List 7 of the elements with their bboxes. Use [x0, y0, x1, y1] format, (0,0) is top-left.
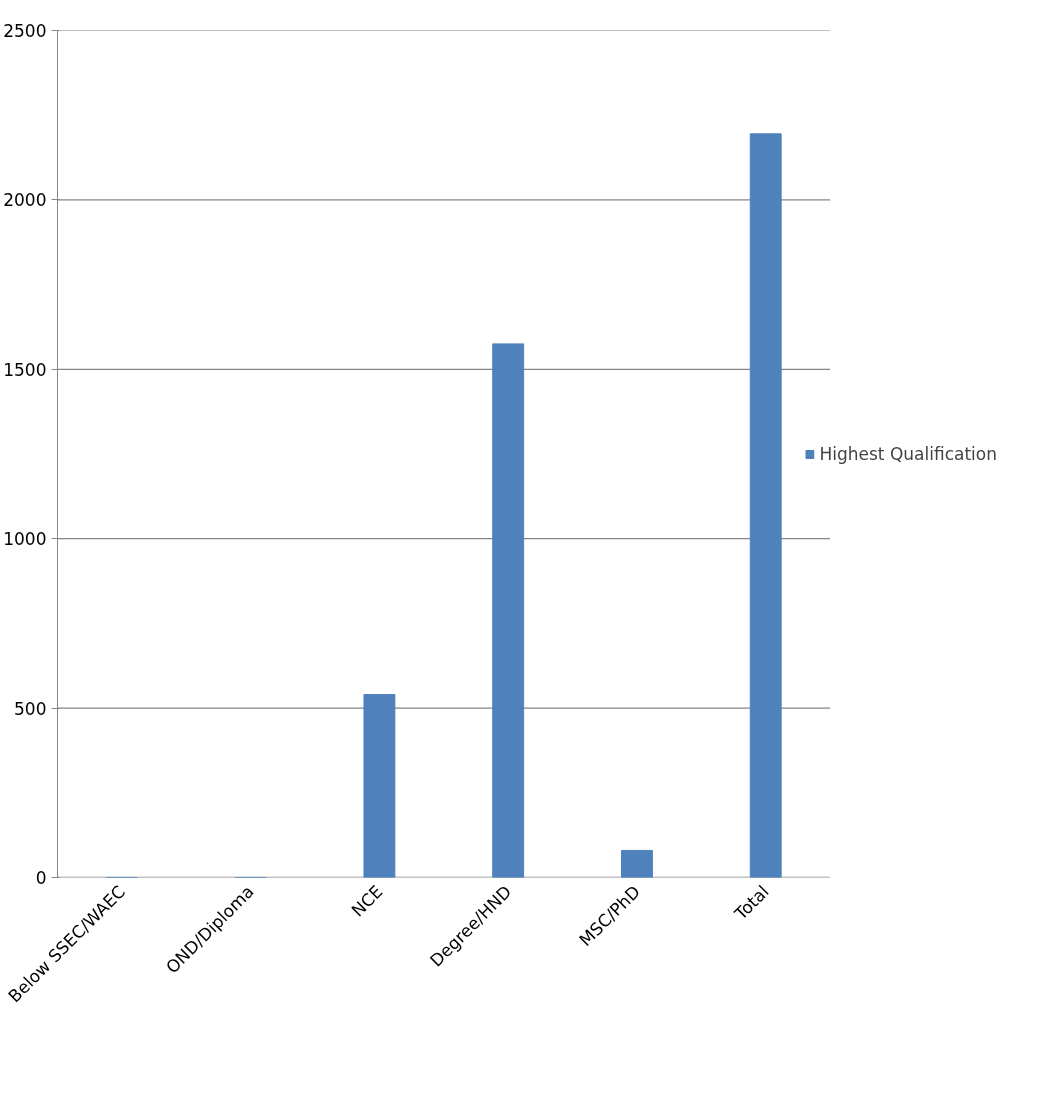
y-tick-label: 500	[14, 698, 47, 719]
y-tick-label: 2000	[3, 190, 47, 211]
y-tick-label: 1000	[3, 529, 47, 550]
y-tick-label: 1500	[3, 359, 47, 380]
legend-label: Highest Qualification	[819, 443, 997, 464]
y-tick-label: 2500	[3, 21, 47, 41]
y-tick-label: 0	[35, 868, 47, 888]
